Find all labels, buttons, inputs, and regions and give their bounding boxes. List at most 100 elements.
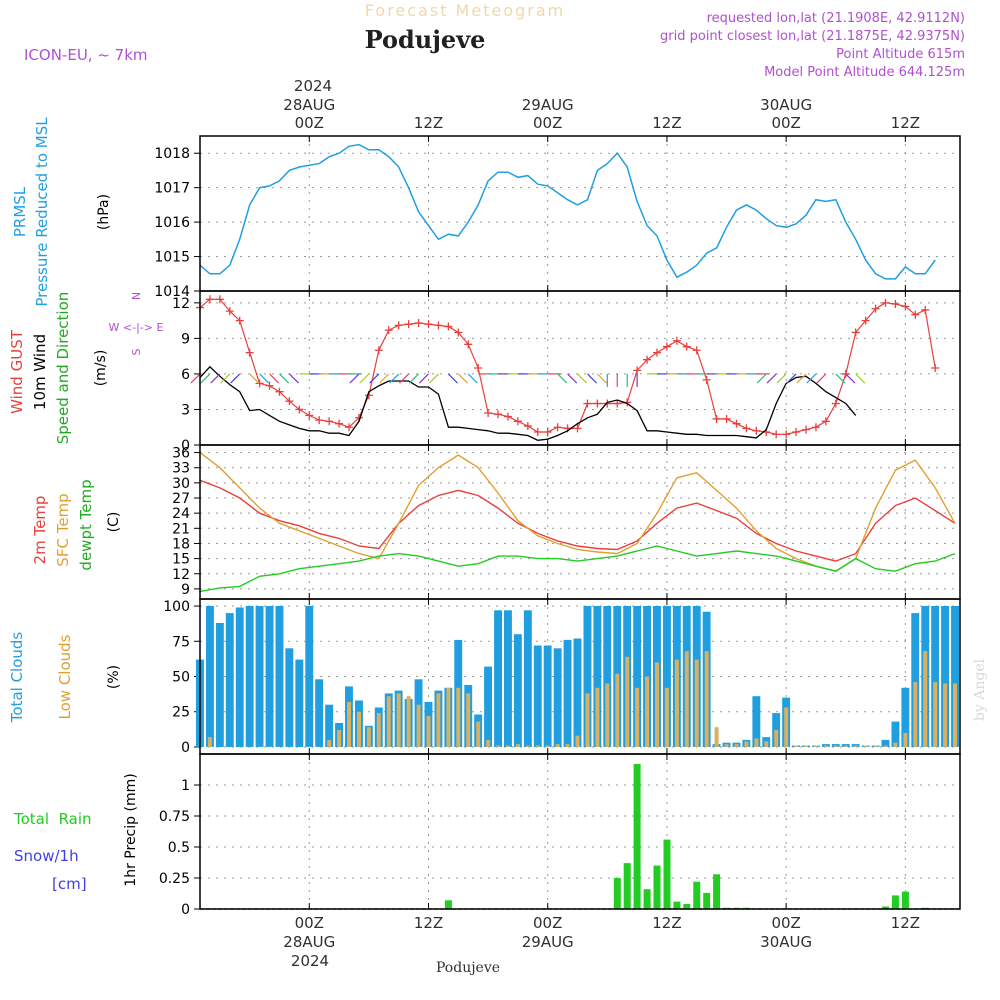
wind-direction-arrow (596, 373, 608, 384)
gust-marker (513, 417, 522, 426)
low-cloud-bar (525, 745, 530, 747)
wind-speed-label: Speed and Direction (54, 292, 72, 445)
low-cloud-bar (684, 651, 689, 747)
gust-marker (523, 422, 532, 431)
gust-marker (494, 410, 503, 419)
low-cloud-bar (664, 687, 669, 747)
gust-marker (325, 417, 334, 426)
wind-direction-arrow (259, 373, 270, 384)
low-cloud-bar (645, 676, 650, 747)
low-cloud-bar (376, 713, 381, 747)
low-cloud-bar (724, 744, 729, 747)
low-cloud-bar (943, 683, 948, 747)
low-cloud-bar (486, 739, 491, 747)
low-cloud-bar (476, 721, 481, 747)
total-cloud-bar (563, 639, 572, 747)
panel-3: 0 25 50 75 100 (163, 599, 960, 756)
wind-direction-arrow (756, 373, 767, 384)
pressure-line (199, 143, 936, 280)
low-cloud-bar (595, 687, 600, 747)
clouds-unit-label: (%) (106, 665, 122, 689)
bottom-day-label: 30AUG (760, 933, 812, 951)
gust-marker (702, 375, 711, 384)
low-cloud-bar (784, 707, 789, 747)
gust-marker (225, 307, 234, 316)
total-cloud-bar (265, 606, 274, 747)
low-cloud-bar (496, 745, 501, 747)
wind-direction-arrow (190, 373, 201, 384)
y-tick-label: 1017 (154, 181, 190, 197)
gust-marker (692, 346, 701, 355)
panel-border (199, 753, 961, 910)
wind-direction-arrow (230, 373, 241, 384)
total-cloud-bar (295, 659, 304, 747)
y-tick-label: 6 (181, 367, 190, 383)
gust-marker (792, 427, 801, 436)
y-tick-label: 30 (172, 476, 190, 492)
gust-marker (573, 424, 582, 433)
low-cloud-bar (933, 682, 938, 747)
low-cloud-bar (843, 745, 848, 747)
low-cloud-bar (327, 739, 332, 747)
wind-direction-arrow (200, 373, 211, 384)
top-day-label: 28AUG (283, 96, 335, 114)
wind-direction-arrow (806, 373, 817, 384)
gust-marker (672, 336, 681, 345)
supertitle: Forecast Meteogram (365, 1, 565, 20)
precip-bar (882, 906, 889, 909)
low-cloud-bar (714, 727, 719, 747)
model-altitude: Model Point Altitude 644.125m (764, 65, 965, 80)
gust-marker (831, 399, 840, 408)
wind-direction-arrow (399, 373, 410, 384)
wind-direction-arrow (845, 373, 856, 384)
low-cloud-bar (386, 696, 391, 747)
gust-marker (811, 423, 820, 432)
low-cloud-bar (406, 696, 411, 747)
gust-marker (275, 387, 284, 396)
y-tick-label: 18 (172, 536, 190, 552)
gust-marker (772, 430, 781, 439)
grid-point-coords: grid point closest lon,lat (21.1875E, 42… (660, 29, 965, 44)
total-cloud-bar (553, 648, 562, 747)
y-tick-label: 21 (172, 521, 190, 537)
gust-marker (444, 322, 453, 331)
gust-marker (861, 316, 870, 325)
bottom-time-label: 12Z (414, 914, 443, 932)
precip-bar (613, 878, 621, 909)
snow-unit-label: [cm] (52, 875, 87, 893)
total-cloud-bar (941, 606, 949, 747)
gust-marker (454, 328, 463, 337)
bottom-time-label: 12Z (891, 914, 920, 932)
gust-marker (245, 348, 254, 357)
gust-marker (682, 342, 691, 351)
total-cloud-bar (533, 645, 542, 747)
total-cloud-bar (215, 623, 224, 747)
gust-marker (911, 310, 920, 319)
wind-direction-arrow (359, 373, 370, 384)
wind-direction-arrow (389, 373, 400, 384)
total-cloud-bar (275, 606, 284, 747)
low-clouds-label: Low Clouds (56, 634, 74, 719)
low-cloud-bar (366, 727, 371, 747)
wind-direction-arrow (816, 373, 827, 384)
y-tick-label: 33 (172, 461, 190, 477)
gust-marker (295, 405, 304, 414)
low-cloud-bar (744, 741, 749, 747)
total-cloud-bar (643, 606, 651, 747)
wind-direction-arrow (835, 373, 846, 384)
y-tick-label: 0 (181, 740, 190, 756)
gust-marker (593, 399, 602, 408)
compass-we: W <-|-> E (109, 321, 164, 334)
low-cloud-bar (575, 735, 580, 747)
total-cloud-bar (593, 606, 602, 747)
precip-bar (673, 901, 681, 909)
gust-marker (345, 423, 354, 432)
gust-marker (821, 417, 830, 426)
low-cloud-bar (207, 737, 212, 747)
y-tick-label: 1 (181, 778, 190, 794)
low-cloud-bar (357, 711, 361, 747)
y-tick-label: 1015 (154, 250, 190, 266)
y-tick-label: 25 (172, 705, 190, 721)
